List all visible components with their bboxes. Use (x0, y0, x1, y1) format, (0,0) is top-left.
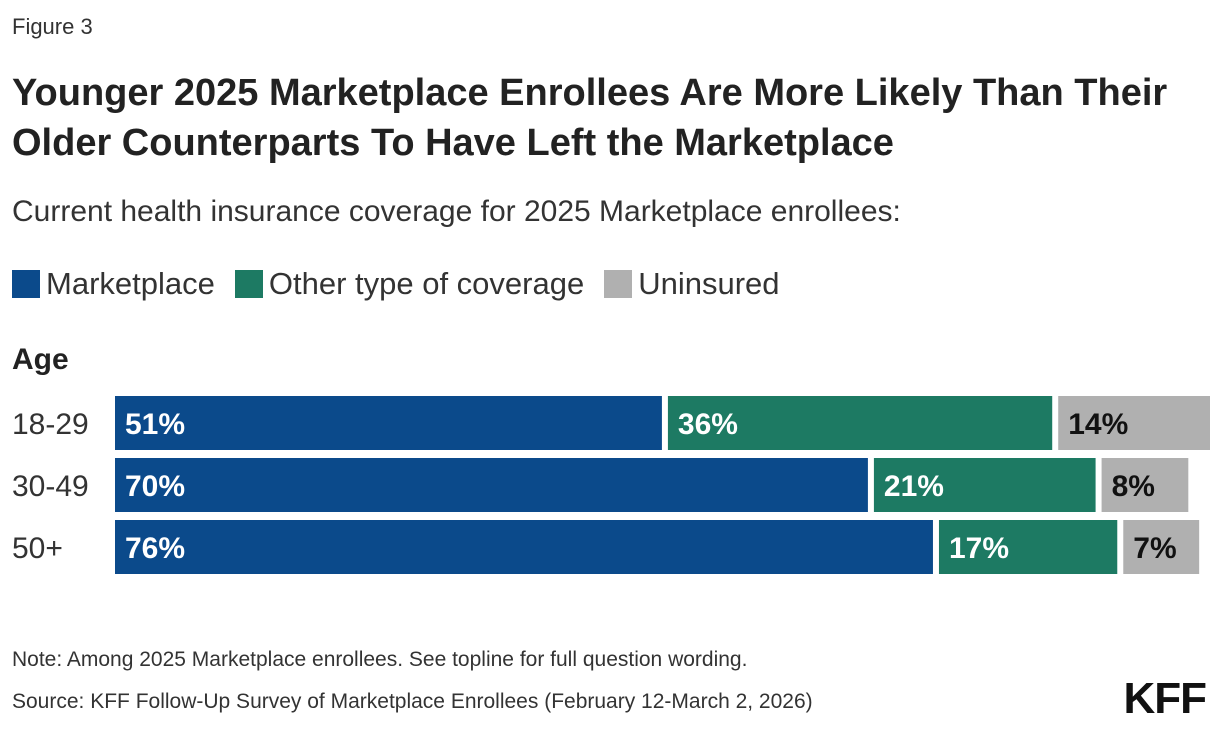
data-label: 8% (1112, 470, 1155, 503)
chart-subtitle: Current health insurance coverage for 20… (12, 195, 901, 228)
data-label: 76% (125, 532, 185, 565)
bar-segment (1101, 458, 1189, 512)
data-label: 70% (125, 470, 185, 503)
legend-swatch-marketplace (12, 270, 40, 298)
figure-label: Figure 3 (12, 14, 93, 39)
bar-segment (115, 520, 933, 574)
bar-segment (115, 458, 868, 512)
legend-label-uninsured: Uninsured (638, 266, 780, 301)
category-label: 30-49 (12, 470, 89, 503)
legend-label-marketplace: Marketplace (46, 266, 215, 301)
bar-segment (1058, 396, 1210, 450)
data-label: 17% (949, 532, 1009, 565)
bar-segment (873, 458, 1096, 512)
category-label: 18-29 (12, 408, 89, 441)
legend-swatch-other-coverage (234, 270, 263, 298)
chart-title: Younger 2025 Marketplace Enrollees Are M… (12, 72, 1168, 164)
category-label: 50+ (12, 532, 63, 565)
kff-logo: KFF (1123, 674, 1207, 723)
data-label: 36% (678, 408, 738, 441)
legend-swatch-uninsured (604, 270, 633, 298)
legend-label-other-coverage: Other type of coverage (268, 266, 585, 301)
legend-item-marketplace: Marketplace (12, 266, 215, 302)
data-label: 51% (125, 408, 185, 441)
bar-segment (1123, 520, 1200, 574)
bar-segment (115, 396, 662, 450)
legend: Marketplace Other type of coverage Unins… (12, 266, 800, 302)
source-text: Source: KFF Follow-Up Survey of Marketpl… (12, 690, 813, 713)
stacked-bar-chart: 18-29 51% 36% 14% 30-49 70% 21% 8% 50+ 76% 17% 7% (12, 396, 1210, 574)
data-label: 21% (884, 470, 944, 503)
data-label: 7% (1133, 532, 1176, 565)
legend-item-uninsured: Uninsured (604, 266, 780, 302)
y-axis-title: Age (12, 343, 69, 376)
data-label: 14% (1068, 408, 1128, 441)
legend-item-other-coverage: Other type of coverage (234, 266, 585, 302)
note-text: Note: Among 2025 Marketplace enrollees. … (12, 648, 748, 671)
bar-segment (667, 396, 1053, 450)
bar-segment (938, 520, 1118, 574)
